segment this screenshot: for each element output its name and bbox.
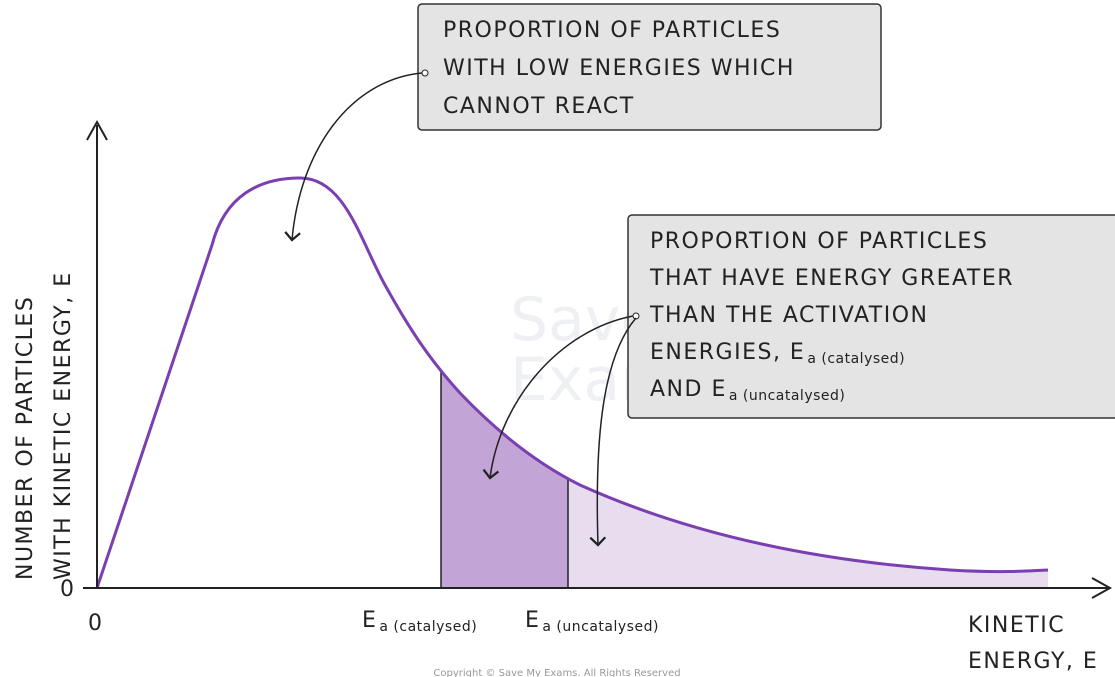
arrow-origin	[421, 69, 429, 77]
callout-box	[417, 3, 882, 131]
callout-line: THAN THE ACTIVATION	[649, 303, 929, 328]
x-axis-label: ENERGY, E	[968, 649, 1098, 674]
x-axis	[97, 577, 1113, 599]
marker-symbol: E	[525, 608, 540, 633]
callout-line-text: ENERGIES, E	[650, 340, 805, 365]
callout-subscript: a (uncatalysed)	[729, 388, 846, 404]
callout-line-text: CANNOT REACT	[443, 94, 635, 119]
x-origin-label: 0	[88, 611, 104, 636]
callout-line: THAT HAVE ENERGY GREATER	[649, 266, 1014, 291]
marker-subscript: a (uncatalysed)	[542, 619, 659, 635]
callout-text: PROPORTION OF PARTICLES WITH LOW ENERGIES…	[443, 18, 795, 119]
callout-line-text: THAN THE ACTIVATION	[649, 303, 929, 328]
callout-line-text: PROPORTION OF PARTICLES	[650, 229, 988, 254]
arrow	[284, 72, 423, 242]
callout-line: PROPORTION OF PARTICLES	[650, 229, 988, 254]
x-axis-label: KINETIC	[968, 613, 1065, 638]
callout-line: WITH LOW ENERGIES WHICH	[443, 56, 795, 81]
marker-subscript: a (catalysed)	[379, 619, 477, 635]
callout-line-text: AND E	[650, 377, 727, 402]
arrow	[589, 317, 637, 547]
copyright: Copyright © Save My Exams. All Rights Re…	[433, 668, 680, 677]
y-origin-label: 0	[60, 577, 76, 602]
callout-text: PROPORTION OF PARTICLES THAT HAVE ENERGY …	[649, 229, 1014, 404]
y-axis-label: NUMBER OF PARTICLES	[13, 296, 38, 580]
callout-line: CANNOT REACT	[443, 94, 635, 119]
callout-subscript: a (catalysed)	[807, 351, 905, 367]
y-axis	[86, 119, 108, 588]
marker-symbol: E	[362, 608, 377, 633]
distribution-curve	[95, 176, 1049, 589]
callout-line: PROPORTION OF PARTICLES	[443, 18, 781, 43]
arrow	[482, 315, 634, 480]
y-axis-label: WITH KINETIC ENERGY, E	[51, 271, 76, 580]
callout-line-text: PROPORTION OF PARTICLES	[443, 18, 781, 43]
callout-line-text: THAT HAVE ENERGY GREATER	[649, 266, 1014, 291]
callout-line-text: WITH LOW ENERGIES WHICH	[443, 56, 795, 81]
